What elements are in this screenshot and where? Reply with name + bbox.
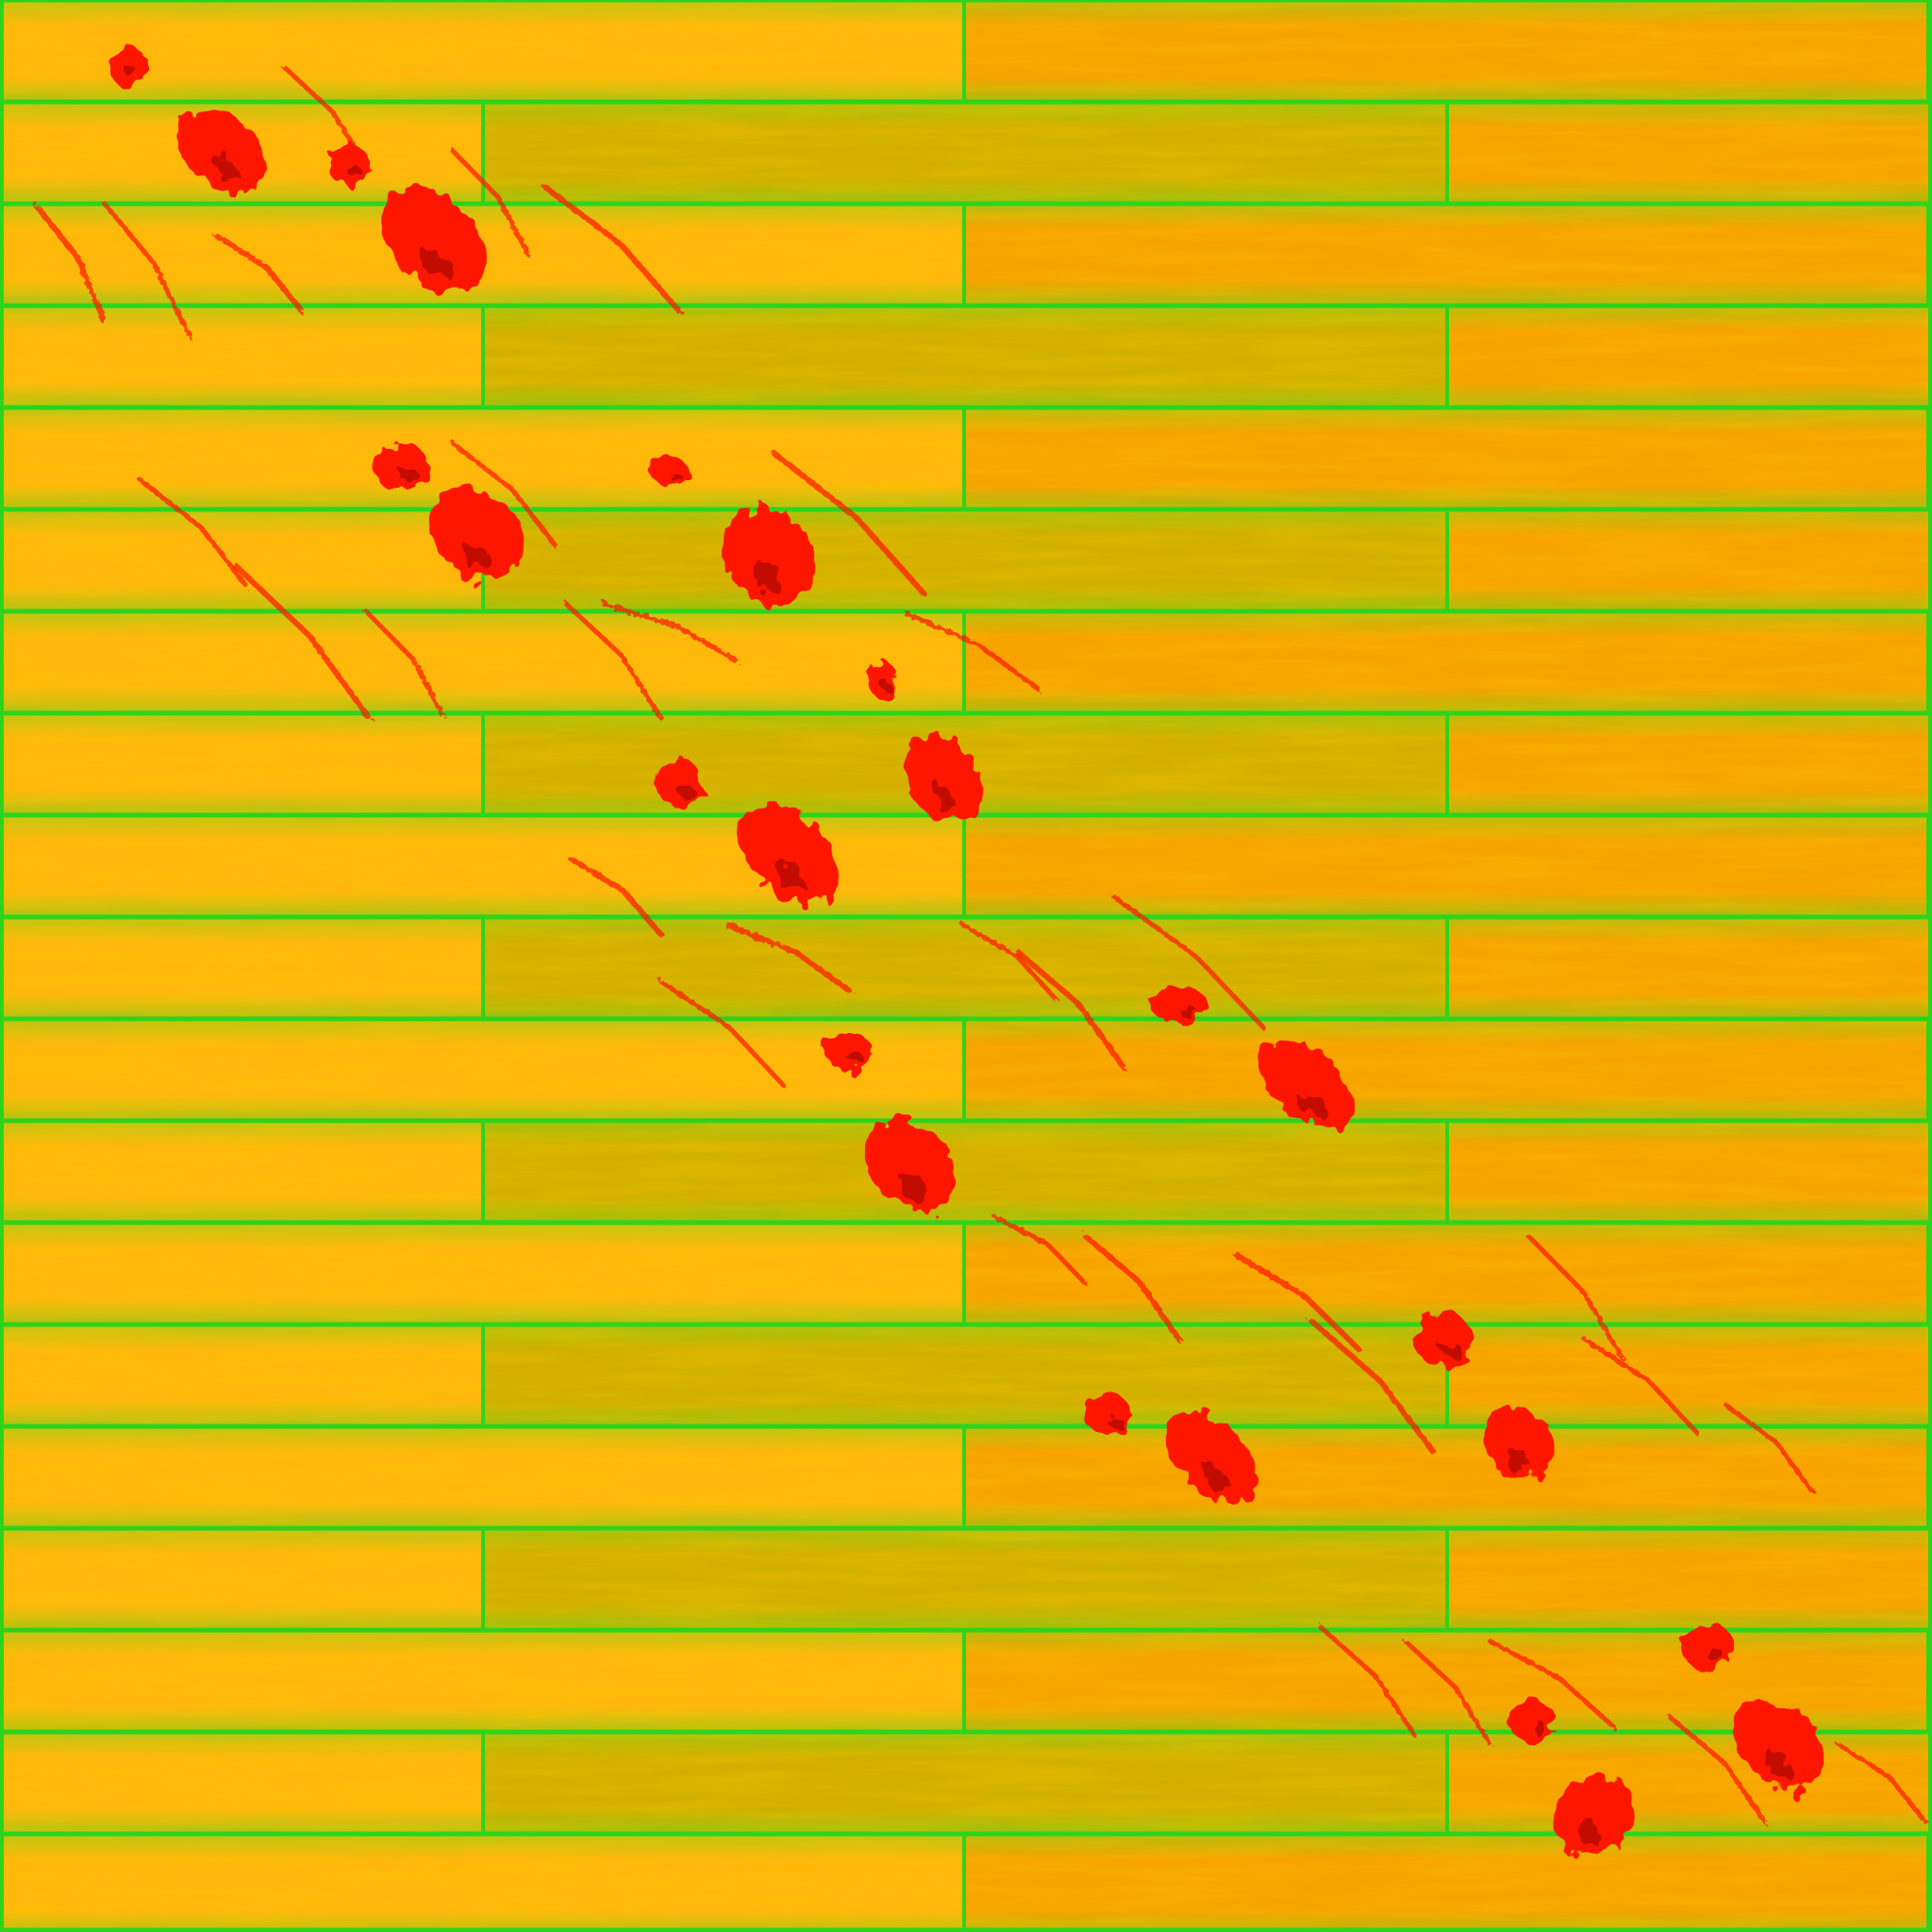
paint-blob	[737, 803, 839, 905]
paint-smear	[1318, 1624, 1418, 1739]
paint-blob-shadow	[847, 1054, 865, 1063]
paint-smear	[1724, 1403, 1814, 1493]
paint-smear	[1308, 1318, 1437, 1456]
paint-smear	[658, 978, 786, 1088]
paint-blob	[1151, 986, 1208, 1024]
paint-smear	[724, 922, 852, 993]
paint-smear	[233, 563, 371, 720]
paint-smear	[1082, 1233, 1182, 1342]
paint-blob-shadow	[419, 246, 454, 281]
paint-blob-shadow	[1507, 1448, 1530, 1471]
paint-blob	[428, 485, 525, 581]
paint-blob	[864, 1119, 957, 1211]
paint-blob	[381, 188, 487, 293]
paint-blob	[651, 458, 689, 486]
paint-blob-shadow	[1107, 1417, 1124, 1428]
paint-blob-shadow	[1578, 1822, 1603, 1847]
paint-blob-shadow	[1441, 1342, 1462, 1357]
paint-smear	[1233, 1252, 1361, 1352]
paint-blob-shadow	[1531, 1724, 1549, 1735]
paint-blob-shadow	[677, 785, 695, 797]
paint-blob-shadow	[1706, 1648, 1725, 1660]
paint-smear	[139, 478, 248, 588]
paint-blob-shadow	[347, 167, 363, 178]
paint-blob	[1553, 1775, 1636, 1857]
paint-smear	[544, 186, 682, 314]
paint-blob-shadow	[461, 540, 492, 570]
paint-smear	[1110, 893, 1267, 1031]
paint-smear	[35, 205, 107, 324]
paint-smear	[450, 441, 559, 550]
paint-blob	[1732, 1699, 1824, 1791]
paint-blob	[373, 443, 429, 491]
paint-smear	[214, 233, 305, 314]
paint-smear	[1016, 950, 1125, 1069]
paint-smear	[1582, 1337, 1701, 1437]
paint-blob-shadow	[210, 156, 242, 184]
paint-blob-shadow	[126, 68, 140, 79]
paint-blob	[1165, 1410, 1259, 1505]
paint-blob	[722, 508, 816, 606]
paint-smear	[563, 601, 663, 720]
paint-blob	[1415, 1311, 1472, 1368]
paint-smear	[280, 63, 371, 173]
paint-blob	[1483, 1407, 1555, 1479]
paint-smear	[1525, 1233, 1625, 1361]
paint-blob	[108, 45, 146, 87]
paint-smear	[1837, 1742, 1927, 1824]
paint-smear	[1667, 1714, 1767, 1824]
paint-smear	[601, 601, 739, 663]
paint-blob-shadow	[1765, 1751, 1795, 1780]
paint-blob-shadow	[881, 681, 891, 691]
paint-smear	[771, 450, 927, 597]
paint-smear	[101, 200, 192, 338]
paint-blob-shadow	[1177, 1007, 1198, 1016]
paint-blob-shadow	[1200, 1462, 1232, 1493]
paint-blob	[1085, 1394, 1132, 1436]
paint-blob	[904, 736, 983, 821]
paint-blob-shadow	[753, 562, 782, 594]
paint-blob	[1509, 1701, 1557, 1742]
paint-smear	[992, 1214, 1088, 1286]
paint-blob-shadow	[669, 473, 682, 480]
paint-blob-shadow	[1295, 1090, 1328, 1120]
paint-blob	[176, 108, 267, 193]
paint-smear	[959, 922, 1059, 1003]
paint-blob	[1681, 1623, 1734, 1670]
paint-blob-shadow	[399, 469, 420, 481]
paint-smear	[1488, 1639, 1616, 1729]
paint-smear	[568, 856, 663, 937]
paint-blob	[825, 1033, 873, 1071]
paint-smear	[450, 148, 531, 258]
paint-blob-shadow	[931, 782, 957, 810]
paint-stains	[35, 45, 1927, 1857]
paint-blob	[1257, 1041, 1356, 1129]
paint-blob-shadow	[897, 1171, 927, 1200]
paint-blob	[656, 759, 703, 807]
paint-blob-shadow	[774, 859, 808, 893]
paint-smear	[365, 610, 446, 720]
paint-smear	[1403, 1639, 1493, 1748]
paint-blob	[868, 660, 896, 698]
paint-smear	[903, 610, 1041, 691]
